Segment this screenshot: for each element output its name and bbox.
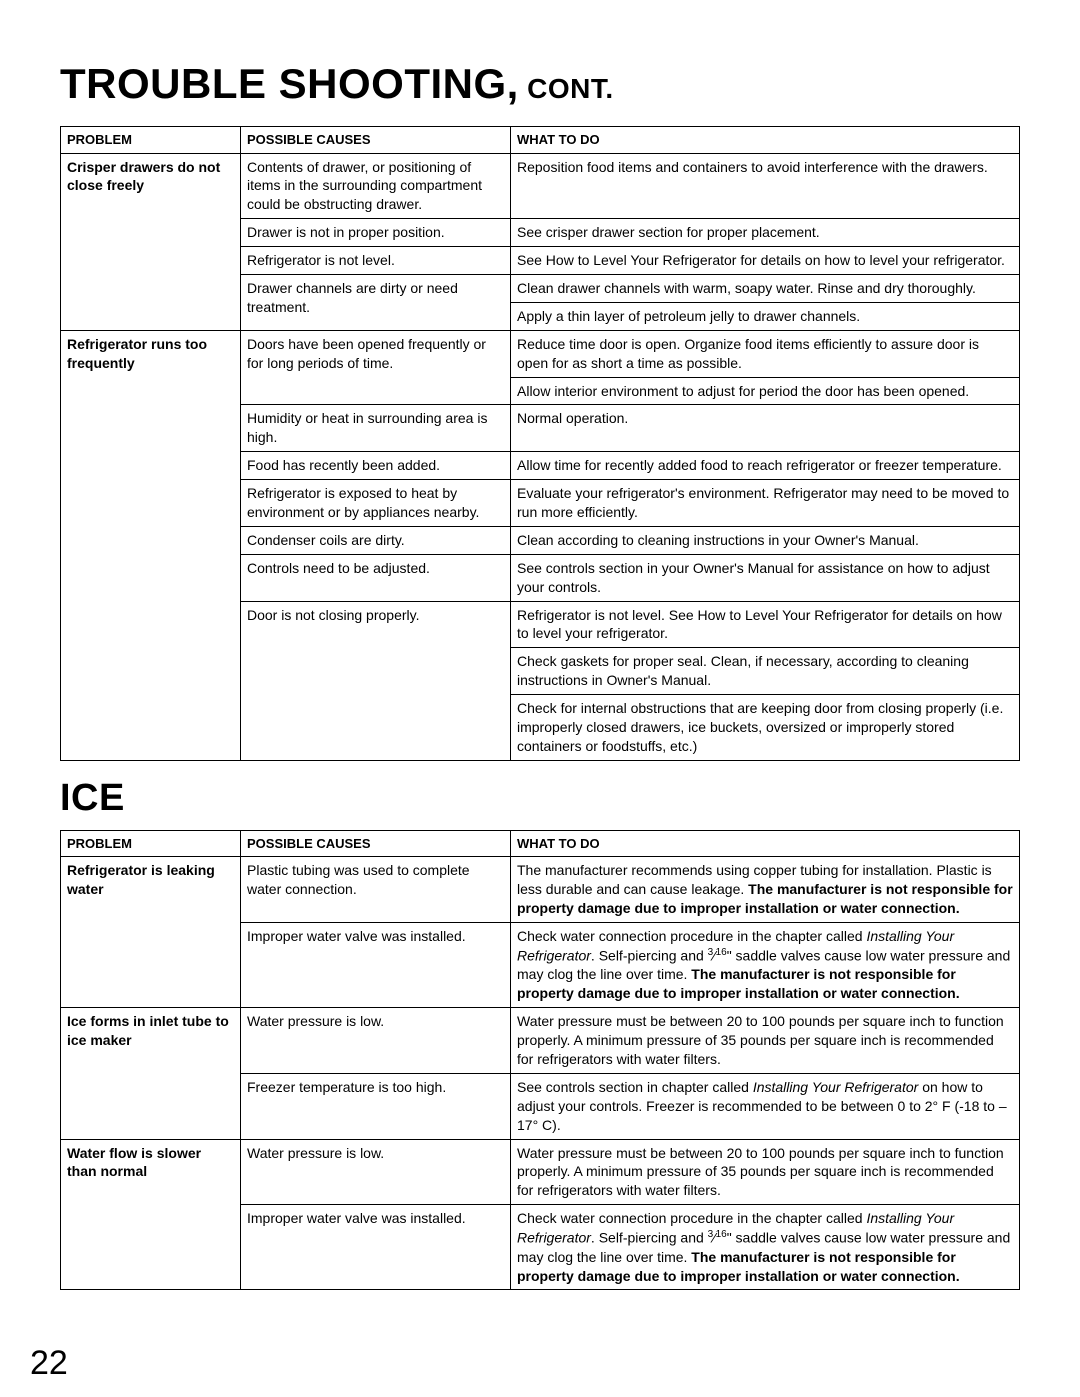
title-main: Trouble shooting,: [60, 60, 519, 107]
th-causes: POSSIBLE CAUSES: [241, 127, 511, 154]
cause-cell: Improper water valve was installed.: [241, 1205, 511, 1290]
th-problem: PROBLEM: [61, 127, 241, 154]
todo-cell: Apply a thin layer of petroleum jelly to…: [511, 302, 1020, 330]
todo-cell: Reduce time door is open. Organize food …: [511, 330, 1020, 377]
todo-cell: Check for internal obstructions that are…: [511, 695, 1020, 761]
todo-cell: Normal operation.: [511, 405, 1020, 452]
cause-cell: Improper water valve was installed.: [241, 923, 511, 1008]
todo-cell: Allow time for recently added food to re…: [511, 452, 1020, 480]
cause-cell: Refrigerator is exposed to heat by envir…: [241, 480, 511, 527]
table-row: Crisper drawers do not close freelyConte…: [61, 153, 1020, 219]
problem-cell: Refrigerator runs too frequently: [61, 330, 241, 760]
todo-cell: Evaluate your refrigerator's environment…: [511, 480, 1020, 527]
cause-cell: Condenser coils are dirty.: [241, 526, 511, 554]
table-row: Refrigerator is leaking waterPlastic tub…: [61, 857, 1020, 923]
cause-cell: Water pressure is low.: [241, 1139, 511, 1205]
cause-cell: Freezer temperature is too high.: [241, 1073, 511, 1139]
ice-title: Ice: [60, 777, 125, 819]
th-todo: WHAT TO DO: [511, 127, 1020, 154]
cause-cell: Contents of drawer, or positioning of it…: [241, 153, 511, 219]
table-row: Refrigerator runs too frequentlyDoors ha…: [61, 330, 1020, 377]
ice-heading: Ice: [60, 777, 1020, 820]
ice-table: PROBLEM POSSIBLE CAUSES WHAT TO DO Refri…: [60, 830, 1020, 1291]
th-problem: PROBLEM: [61, 830, 241, 857]
todo-cell: See controls section in your Owner's Man…: [511, 554, 1020, 601]
page-number: 22: [30, 1344, 68, 1383]
table-header-row: PROBLEM POSSIBLE CAUSES WHAT TO DO: [61, 830, 1020, 857]
todo-cell: Allow interior environment to adjust for…: [511, 377, 1020, 405]
th-causes: POSSIBLE CAUSES: [241, 830, 511, 857]
th-todo: WHAT TO DO: [511, 830, 1020, 857]
title-cont: cont.: [519, 73, 614, 104]
todo-cell: Water pressure must be between 20 to 100…: [511, 1139, 1020, 1205]
cause-cell: Door is not closing properly.: [241, 601, 511, 760]
cause-cell: Water pressure is low.: [241, 1008, 511, 1074]
cause-cell: Humidity or heat in surrounding area is …: [241, 405, 511, 452]
cause-cell: Food has recently been added.: [241, 452, 511, 480]
table-row: Ice forms in inlet tube to ice makerWate…: [61, 1008, 1020, 1074]
todo-cell: Refrigerator is not level. See How to Le…: [511, 601, 1020, 648]
problem-cell: Crisper drawers do not close freely: [61, 153, 241, 330]
troubleshooting-table: PROBLEM POSSIBLE CAUSES WHAT TO DO Crisp…: [60, 126, 1020, 761]
todo-cell: Clean drawer channels with warm, soapy w…: [511, 275, 1020, 303]
todo-cell: Water pressure must be between 20 to 100…: [511, 1008, 1020, 1074]
cause-cell: Plastic tubing was used to complete wate…: [241, 857, 511, 923]
problem-cell: Refrigerator is leaking water: [61, 857, 241, 1008]
cause-cell: Doors have been opened frequently or for…: [241, 330, 511, 405]
cause-cell: Controls need to be adjusted.: [241, 554, 511, 601]
page: Trouble shooting, cont. PROBLEM POSSIBLE…: [0, 0, 1080, 1397]
todo-cell: See crisper drawer section for proper pl…: [511, 219, 1020, 247]
todo-cell: See controls section in chapter called I…: [511, 1073, 1020, 1139]
todo-cell: Check water connection procedure in the …: [511, 1205, 1020, 1290]
todo-cell: Check gaskets for proper seal. Clean, if…: [511, 648, 1020, 695]
page-title: Trouble shooting, cont.: [60, 60, 1020, 108]
todo-cell: The manufacturer recommends using copper…: [511, 857, 1020, 923]
todo-cell: Reposition food items and containers to …: [511, 153, 1020, 219]
cause-cell: Refrigerator is not level.: [241, 247, 511, 275]
table-header-row: PROBLEM POSSIBLE CAUSES WHAT TO DO: [61, 127, 1020, 154]
todo-cell: Clean according to cleaning instructions…: [511, 526, 1020, 554]
cause-cell: Drawer channels are dirty or need treatm…: [241, 275, 511, 331]
table-row: Water flow is slower than normalWater pr…: [61, 1139, 1020, 1205]
heading-wrap: Trouble shooting, cont.: [60, 60, 1020, 108]
cause-cell: Drawer is not in proper position.: [241, 219, 511, 247]
problem-cell: Ice forms in inlet tube to ice maker: [61, 1008, 241, 1139]
problem-cell: Water flow is slower than normal: [61, 1139, 241, 1290]
todo-cell: Check water connection procedure in the …: [511, 923, 1020, 1008]
todo-cell: See How to Level Your Refrigerator for d…: [511, 247, 1020, 275]
